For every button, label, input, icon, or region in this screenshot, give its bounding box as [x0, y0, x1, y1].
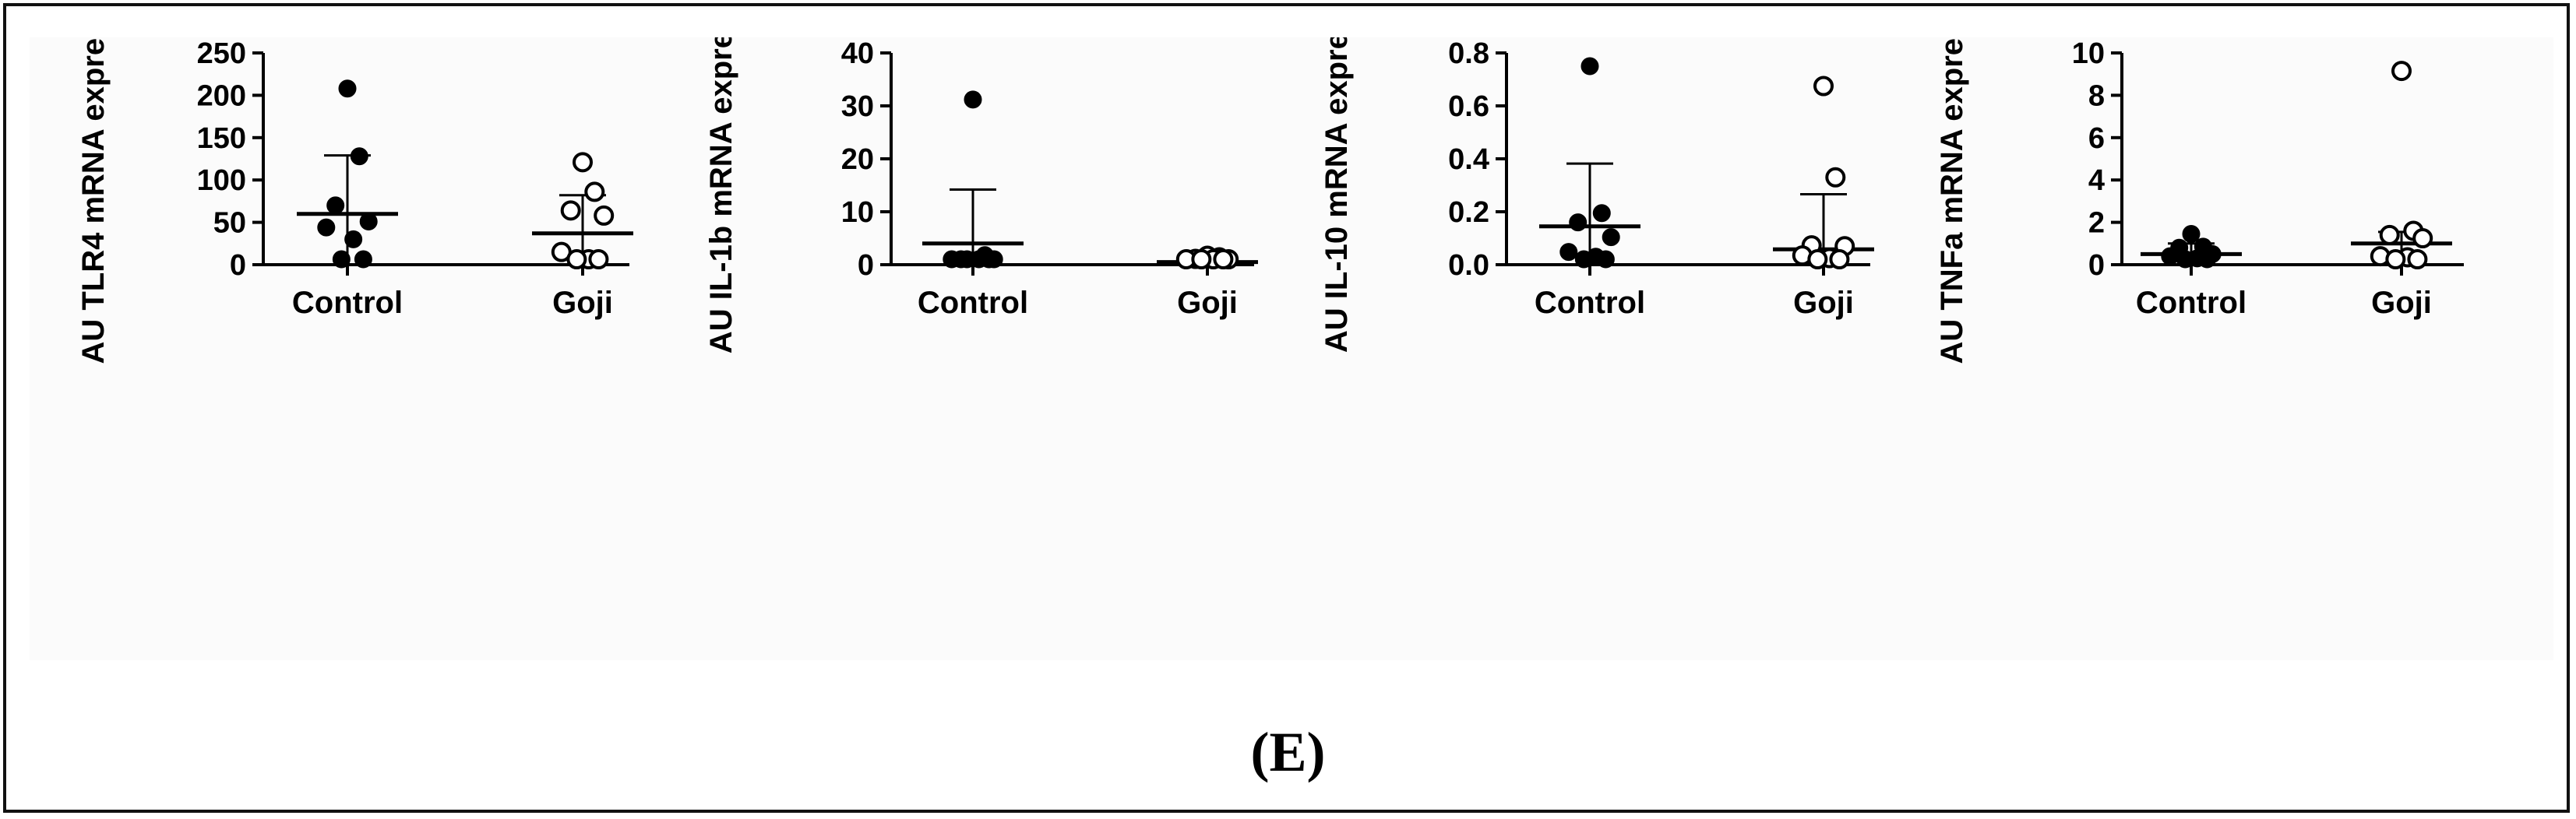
y-tick-label: 0.0: [1448, 249, 1489, 282]
control-data-point: [1581, 58, 1598, 75]
y-tick-label: 2: [2088, 207, 2105, 240]
control-data-point: [1570, 214, 1587, 231]
goji-data-point: [568, 251, 585, 268]
y-tick-label: 0.4: [1448, 143, 1489, 176]
control-data-point: [345, 230, 362, 248]
y-tick-label: 10: [841, 196, 874, 229]
y-axis-title: AU IL-10 mRNA expresion: [1320, 37, 1354, 353]
control-data-point: [943, 251, 960, 268]
x-category-label: Control: [1535, 286, 1645, 320]
control-data-point: [1602, 229, 1619, 246]
goji-data-point: [1809, 251, 1826, 268]
chart-area: 0 50 100 150 200 250 AU TLR4 mRNA expression Co…: [30, 37, 2553, 660]
goji-data-point: [586, 183, 603, 200]
control-data-point: [327, 197, 344, 214]
x-category-label: Control: [2136, 286, 2247, 320]
y-tick-label: 8: [2088, 79, 2105, 112]
goji-data-point: [1193, 251, 1210, 268]
goji-data-point: [574, 153, 591, 170]
goji-data-point: [2409, 251, 2426, 268]
goji-data-point: [2414, 230, 2431, 247]
control-data-point: [1560, 244, 1577, 261]
control-data-point: [360, 213, 377, 230]
control-data-point: [2176, 251, 2194, 268]
y-tick-label: 150: [197, 122, 246, 155]
figure-frame: 0 50 100 150 200 250 AU TLR4 mRNA expression Co…: [3, 3, 2570, 813]
control-data-point: [1575, 251, 1592, 268]
y-tick-label: 40: [841, 37, 874, 70]
control-data-point: [2162, 248, 2179, 265]
control-data-point: [339, 80, 356, 97]
x-category-label: Control: [292, 286, 403, 320]
goji-data-point: [1815, 78, 1832, 95]
goji-data-point: [1214, 251, 1232, 268]
y-tick-label: 0: [230, 249, 246, 282]
control-data-point: [958, 251, 975, 268]
control-data-point: [1593, 205, 1610, 222]
y-tick-label: 0.8: [1448, 37, 1489, 70]
control-data-point: [333, 251, 350, 268]
control-data-point: [1597, 251, 1614, 268]
y-axis-title: AU TLR4 mRNA expression: [76, 37, 111, 364]
control-data-point: [318, 219, 335, 236]
control-data-point: [354, 251, 372, 268]
y-tick-label: 0: [2088, 249, 2105, 282]
y-tick-label: 30: [841, 90, 874, 123]
goji-data-point: [2387, 251, 2404, 268]
goji-data-point: [2393, 62, 2410, 79]
goji-data-point: [595, 207, 612, 224]
control-data-point: [964, 91, 981, 108]
y-tick-label: 50: [213, 207, 246, 240]
goji-data-point: [1827, 169, 1844, 186]
y-tick-label: 20: [841, 143, 874, 176]
control-data-point: [980, 251, 997, 268]
y-axis-title: AU IL-1b mRNA expresion: [704, 37, 738, 353]
goji-data-point: [562, 202, 580, 219]
control-data-point: [2198, 251, 2215, 268]
goji-data-point: [2381, 227, 2398, 244]
goji-data-point: [590, 251, 607, 268]
y-tick-label: 250: [197, 37, 246, 70]
x-category-label: Goji: [2371, 286, 2432, 320]
panel-label: (E): [0, 720, 2576, 785]
control-data-point: [351, 148, 368, 165]
y-tick-label: 0.6: [1448, 90, 1489, 123]
x-category-label: Goji: [1793, 286, 1854, 320]
x-category-label: Goji: [1177, 286, 1238, 320]
y-tick-label: 100: [197, 164, 246, 197]
y-tick-label: 10: [2072, 37, 2105, 70]
y-tick-label: 4: [2088, 164, 2105, 197]
x-category-label: Control: [918, 286, 1028, 320]
y-tick-label: 6: [2088, 122, 2105, 155]
y-tick-label: 200: [197, 79, 246, 112]
y-tick-label: 0.2: [1448, 196, 1489, 229]
y-tick-label: 0: [858, 249, 874, 282]
goji-data-point: [1831, 251, 1848, 268]
y-axis-title: AU TNFa mRNA expression: [1935, 37, 1969, 364]
x-category-label: Goji: [552, 286, 613, 320]
